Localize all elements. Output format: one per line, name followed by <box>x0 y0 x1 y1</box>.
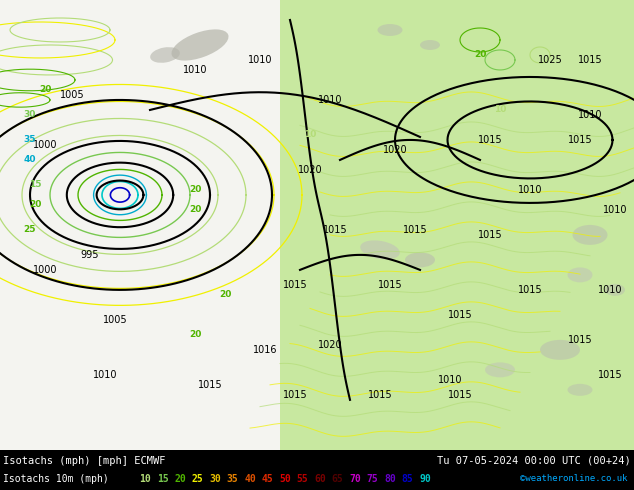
Text: Isotachs (mph) [mph] ECMWF: Isotachs (mph) [mph] ECMWF <box>3 456 165 466</box>
Text: 15: 15 <box>29 180 41 190</box>
Ellipse shape <box>573 225 607 245</box>
Text: 80: 80 <box>384 474 396 484</box>
Ellipse shape <box>567 268 593 282</box>
Text: 1005: 1005 <box>103 315 127 325</box>
Text: 1000: 1000 <box>33 265 57 275</box>
Text: 1015: 1015 <box>477 230 502 240</box>
Polygon shape <box>0 0 280 450</box>
Text: 1015: 1015 <box>518 285 542 295</box>
Text: 1010: 1010 <box>93 370 117 380</box>
Text: 60: 60 <box>314 474 326 484</box>
Text: 1010: 1010 <box>318 95 342 105</box>
Text: 20: 20 <box>189 205 201 215</box>
Text: 75: 75 <box>366 474 378 484</box>
Text: 1015: 1015 <box>368 390 392 400</box>
Text: 1015: 1015 <box>448 390 472 400</box>
Text: 1015: 1015 <box>567 335 592 345</box>
Text: 55: 55 <box>297 474 308 484</box>
Text: 20: 20 <box>474 50 486 59</box>
Ellipse shape <box>485 363 515 377</box>
Text: 1020: 1020 <box>298 165 322 175</box>
Text: 1005: 1005 <box>60 90 84 100</box>
Text: 1010: 1010 <box>248 55 272 65</box>
Text: 35: 35 <box>23 135 36 145</box>
Text: 20: 20 <box>39 85 51 95</box>
Text: 1010: 1010 <box>578 110 602 120</box>
Text: 70: 70 <box>349 474 361 484</box>
Text: 1015: 1015 <box>403 225 427 235</box>
Text: 20: 20 <box>219 291 231 299</box>
Text: 1015: 1015 <box>198 380 223 390</box>
Text: 45: 45 <box>262 474 273 484</box>
Text: 1015: 1015 <box>283 390 307 400</box>
Text: Isotachs 10m (mph): Isotachs 10m (mph) <box>3 474 109 484</box>
Text: 10: 10 <box>139 474 151 484</box>
Ellipse shape <box>405 252 435 268</box>
Text: 1015: 1015 <box>598 370 623 380</box>
Ellipse shape <box>360 241 400 259</box>
Text: 25: 25 <box>191 474 204 484</box>
Text: 1015: 1015 <box>283 280 307 290</box>
Text: 35: 35 <box>226 474 238 484</box>
Text: 30: 30 <box>209 474 221 484</box>
Text: 1010: 1010 <box>518 185 542 195</box>
Text: 1015: 1015 <box>323 225 347 235</box>
Ellipse shape <box>567 384 593 396</box>
Text: 10: 10 <box>304 130 316 140</box>
Polygon shape <box>280 0 634 450</box>
Text: 1020: 1020 <box>383 145 407 155</box>
Ellipse shape <box>377 24 403 36</box>
Ellipse shape <box>420 40 440 50</box>
Text: 1010: 1010 <box>598 285 622 295</box>
Text: 20: 20 <box>29 200 41 209</box>
Text: 1020: 1020 <box>318 340 342 350</box>
Ellipse shape <box>150 47 180 63</box>
Text: 1015: 1015 <box>448 310 472 320</box>
Text: 15: 15 <box>157 474 169 484</box>
Text: 995: 995 <box>81 250 100 260</box>
Text: 1016: 1016 <box>253 345 277 355</box>
Text: 1015: 1015 <box>578 55 602 65</box>
Text: 25: 25 <box>23 225 36 234</box>
Text: 1010: 1010 <box>603 205 627 215</box>
Text: 1025: 1025 <box>538 55 562 65</box>
Text: 10: 10 <box>494 105 506 115</box>
Text: 1010: 1010 <box>183 65 207 75</box>
Text: 20: 20 <box>174 474 186 484</box>
Ellipse shape <box>605 284 625 296</box>
Text: 1015: 1015 <box>477 135 502 145</box>
Text: 1015: 1015 <box>567 135 592 145</box>
Text: ©weatheronline.co.uk: ©weatheronline.co.uk <box>521 474 628 484</box>
Text: 90: 90 <box>419 474 431 484</box>
Text: 20: 20 <box>189 185 201 195</box>
Text: 1015: 1015 <box>378 280 403 290</box>
Text: 1000: 1000 <box>33 140 57 150</box>
Text: 40: 40 <box>23 155 36 165</box>
Text: 85: 85 <box>401 474 413 484</box>
Text: 30: 30 <box>24 110 36 120</box>
Text: Tu 07-05-2024 00:00 UTC (00+24): Tu 07-05-2024 00:00 UTC (00+24) <box>437 456 631 466</box>
Ellipse shape <box>540 340 580 360</box>
Text: 1010: 1010 <box>437 375 462 385</box>
Ellipse shape <box>171 29 228 61</box>
Text: 65: 65 <box>332 474 344 484</box>
Text: 50: 50 <box>279 474 291 484</box>
Text: 40: 40 <box>244 474 256 484</box>
Text: 20: 20 <box>189 330 201 340</box>
